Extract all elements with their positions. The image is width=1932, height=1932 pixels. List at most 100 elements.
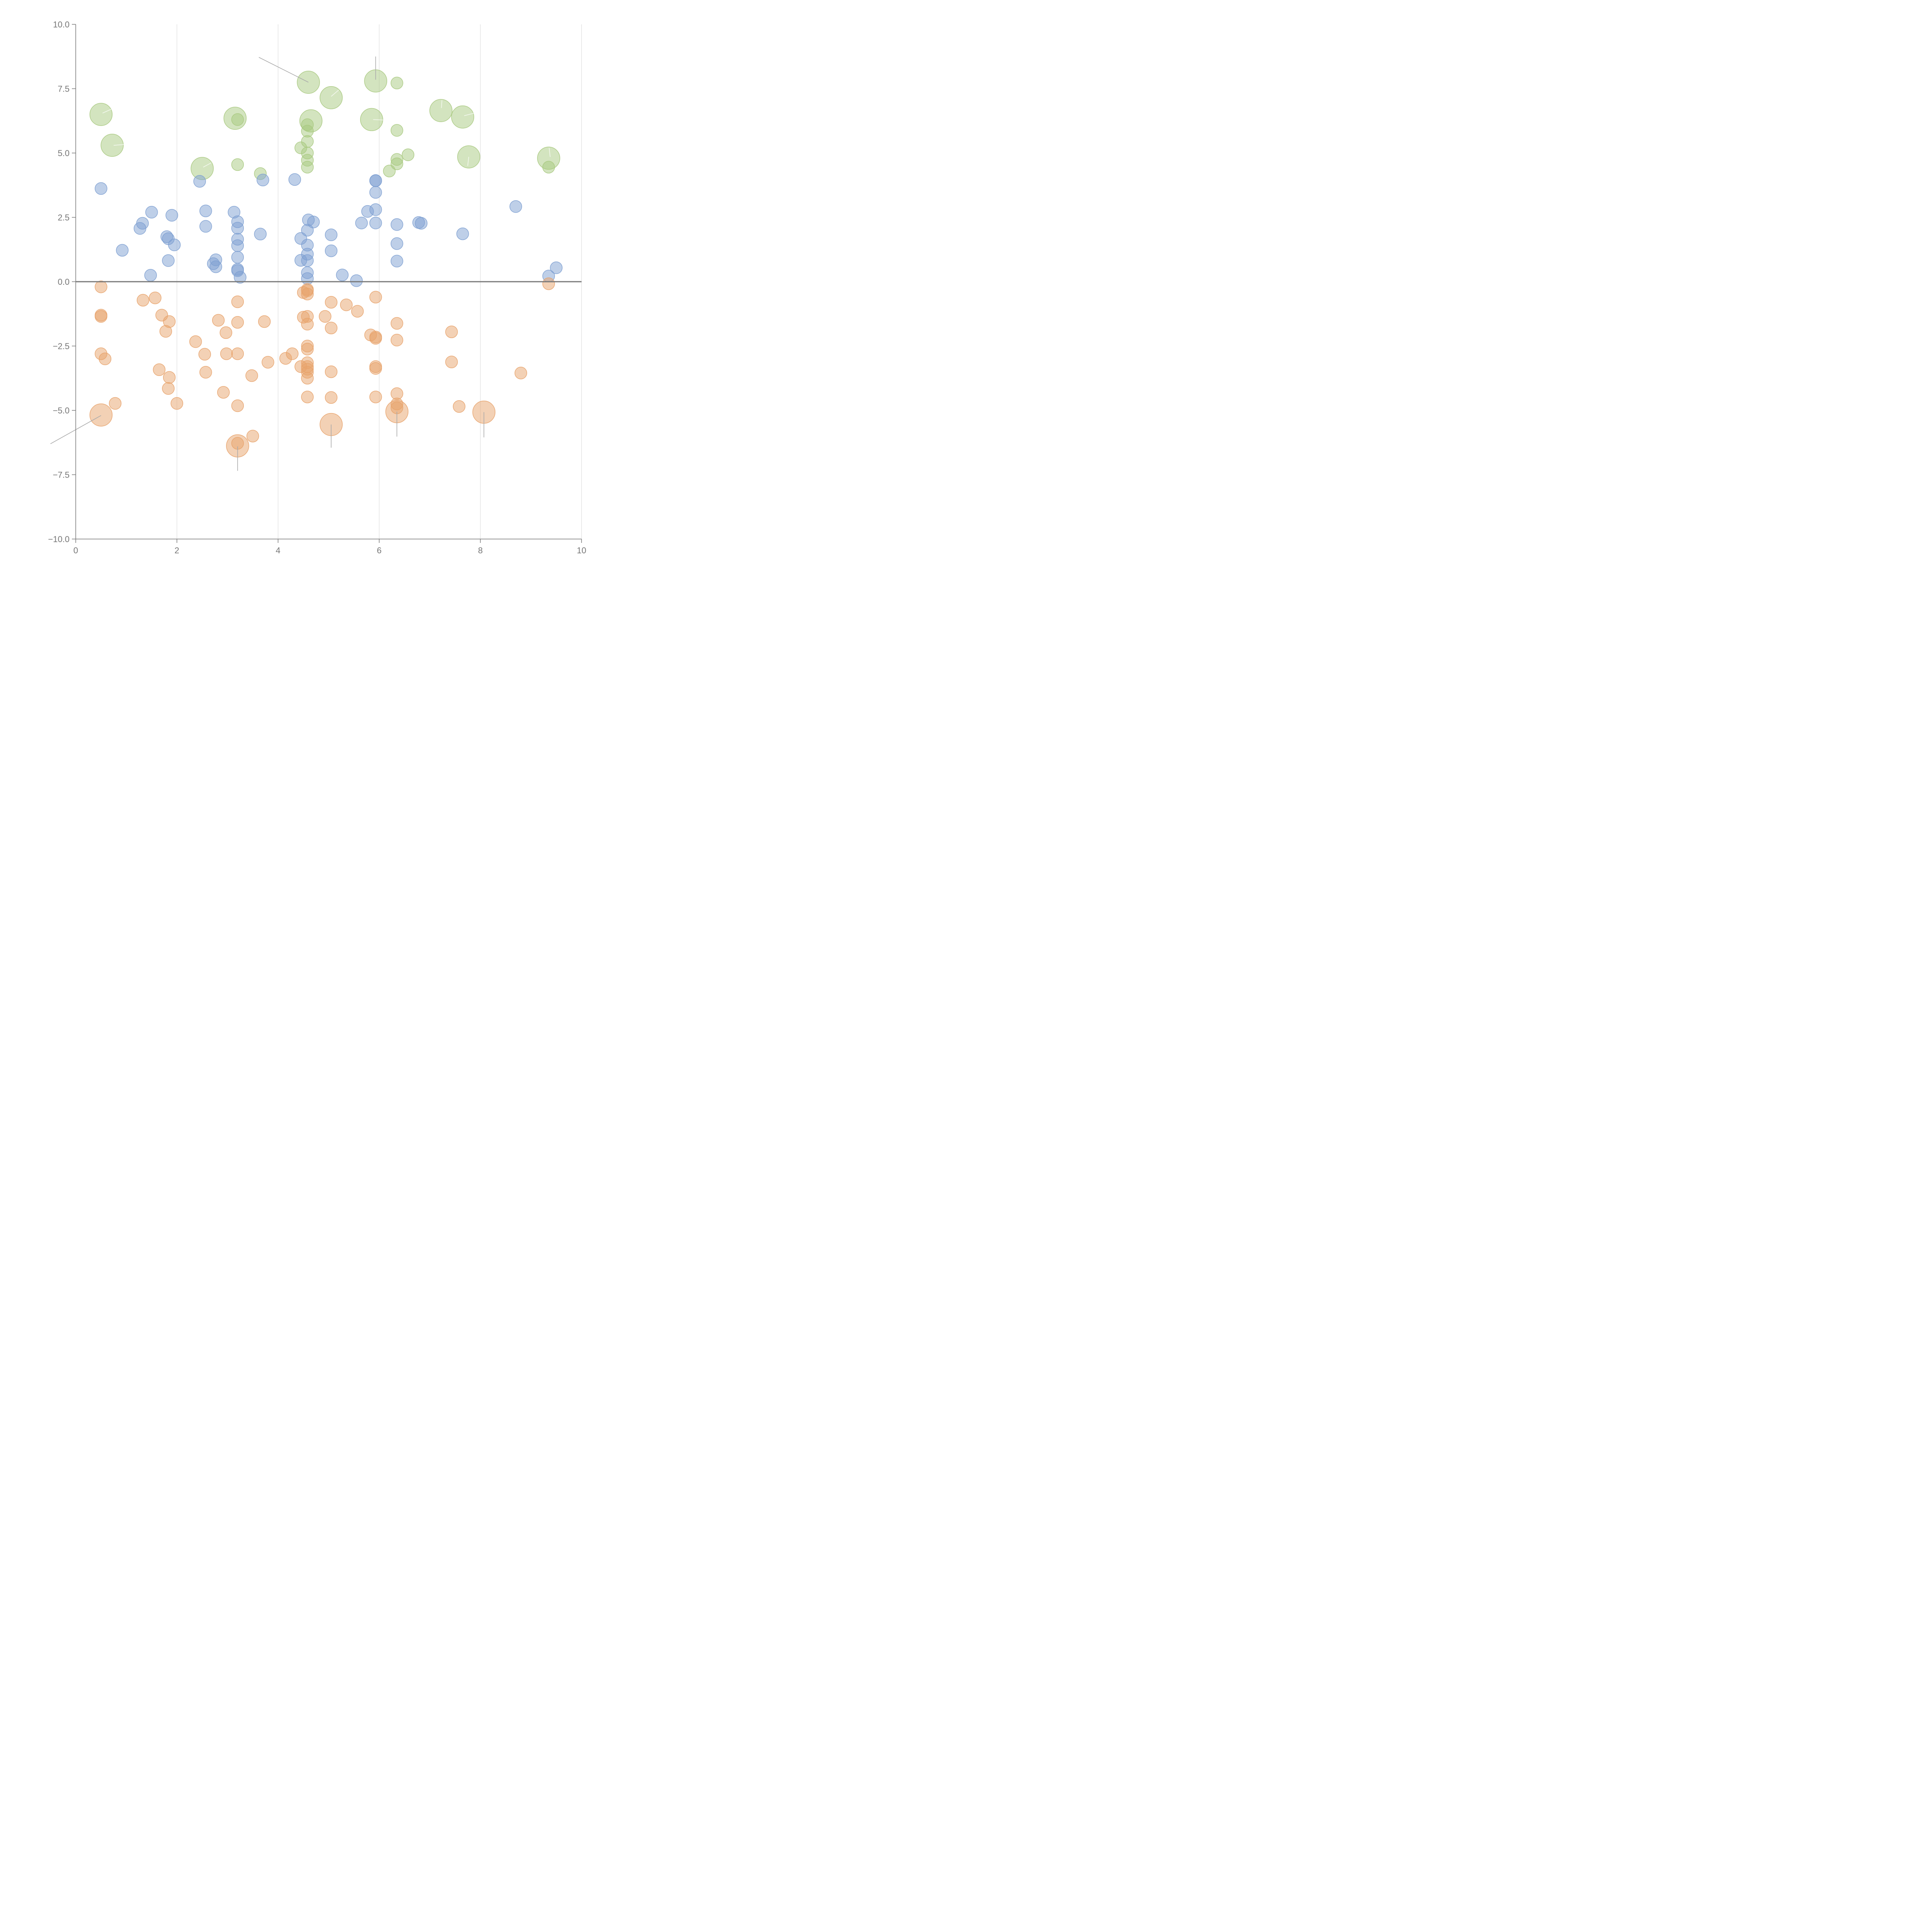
bubble-s2-p65 [369,391,382,403]
bubble-s0-p27 [383,165,396,177]
chart-svg: −10.0 −7.5 −5.0 −2.5 0.0 2.5 5.0 7.5 10.0 0 2 4 6 8 10 [48,20,586,555]
bubble-s0-p5 [320,86,343,109]
bubble-s1-p22 [231,251,244,264]
x-tick-label-3: 6 [377,546,381,555]
bubble-s1-p26 [254,228,267,241]
bubble-s1-p25 [234,271,247,284]
x-tick-label-5: 10 [577,546,586,555]
bubble-s0-p0 [89,103,113,126]
bubble-s1-p55 [456,227,469,240]
bubble-s2-p14 [162,382,175,395]
bubble-s2-p6 [109,397,122,410]
bubble-s1-p50 [390,218,403,231]
y-tick-label-3: −2.5 [53,342,70,351]
bubble-s1-p56 [509,200,522,213]
bubble-s1-p19 [231,222,244,235]
bubble-s0-p9 [429,99,452,122]
inner-leader-5 [441,100,442,108]
inner-leader-2 [203,162,212,168]
bubble-s2-p58 [351,305,364,318]
bubble-s0-p14 [231,158,244,171]
bubble-s1-p4 [145,206,158,219]
y-tick-label-1: −7.5 [53,470,70,480]
bubble-s2-p55 [325,391,338,404]
bubble-s1-p37 [301,272,314,285]
bubble-s2-p39 [301,283,314,296]
bubble-s2-p32 [262,356,274,369]
bubble-s2-p21 [220,347,233,360]
bubble-s2-p8 [149,291,162,304]
inner-leader-0 [102,109,111,114]
bubble-s0-p1 [100,134,124,157]
bubble-s2-p20 [219,326,233,339]
bubble-s1-p38 [307,216,320,228]
bubble-s1-p27 [257,173,269,187]
bubble-s1-p51 [390,237,403,250]
x-tick-label-2: 4 [276,546,280,555]
bubble-s0-p10 [451,105,474,129]
bubble-s0-p22 [301,161,314,173]
bubble-s0-p29 [542,161,555,173]
y-tick-label-7: 7.5 [58,84,70,94]
bubble-s2-p64 [369,362,382,375]
bubble-s2-p11 [159,325,172,338]
bubble-s1-p0 [95,182,107,195]
bubble-s2-p60 [369,291,382,304]
bubble-s2-p0 [95,281,107,293]
bubble-s1-p42 [350,274,363,287]
bubble-s2-p50 [301,391,314,403]
bubble-s1-p41 [336,269,349,281]
bubble-s2-p52 [325,296,338,309]
x-tick-label-4: 8 [478,546,483,555]
bubble-s2-p42 [301,318,314,331]
x-tick-label-0: 0 [73,546,78,555]
bubble-s2-p72 [445,325,458,338]
inner-leader-6 [464,112,474,116]
y-tick-label-2: −5.0 [53,406,70,415]
bubble-s2-p18 [199,366,212,379]
inner-leader-7 [467,156,469,166]
bubble-s2-p15 [170,397,184,410]
bubble-s2-p44 [301,343,314,355]
bubble-s2-p24 [231,316,244,329]
bubble-s2-p62 [369,332,382,345]
bubble-s1-p47 [369,186,382,199]
bubble-s2-p22 [217,386,230,399]
bubble-s0-p19 [301,135,314,148]
inner-leader-3 [331,90,339,97]
bubble-s1-p35 [301,254,314,267]
bubble-s1-p3 [136,217,149,230]
bubble-s2-p7 [136,294,150,307]
bubble-layer [89,69,563,457]
bubble-s1-p10 [168,238,181,252]
bubble-s1-p16 [209,260,222,273]
bubble-s0-p13 [231,113,244,126]
bubble-s2-p73 [445,355,458,369]
bubble-s1-p49 [369,216,382,230]
bubble-s2-p4 [99,352,112,366]
y-tick-label-5: 2.5 [58,213,70,223]
bubble-s1-p46 [369,174,382,187]
bubble-s2-p23 [231,295,244,308]
bubble-s2-p67 [390,333,403,347]
bubble-s1-p1 [116,244,129,257]
bubble-s1-p13 [199,220,212,233]
bubble-s2-p34 [286,347,299,360]
bubble-s1-p40 [325,244,338,257]
bubble-s0-p23 [390,77,403,90]
bubble-s2-p66 [390,317,403,330]
bubble-s2-p5 [89,403,113,427]
bubble-s2-p19 [212,314,225,327]
bubble-s2-p17 [198,348,211,361]
bubble-s2-p51 [319,310,332,323]
bubble-s2-p13 [163,371,176,384]
bubble-s1-p58 [550,261,563,274]
bubble-s0-p24 [390,124,403,137]
bubble-s1-p52 [390,255,403,267]
bubble-s1-p21 [231,239,244,252]
label-leader-5 [259,57,309,83]
bubble-s2-p29 [245,369,258,382]
bubble-s2-p31 [258,315,271,328]
bubble-s2-p2 [95,310,107,323]
bubble-s2-p16 [189,335,202,348]
